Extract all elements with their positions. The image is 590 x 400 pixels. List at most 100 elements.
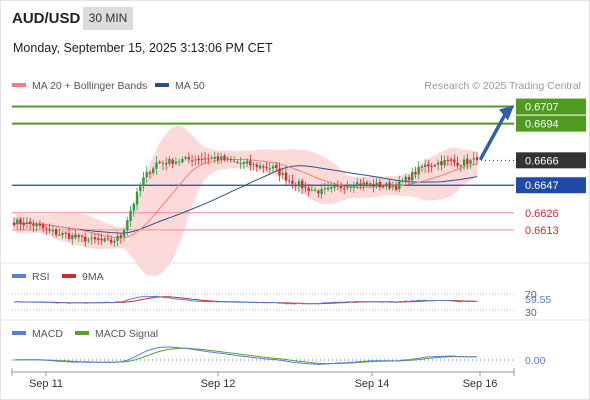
- ma50-line: [13, 165, 478, 234]
- candle-body: [365, 182, 369, 185]
- candle-body: [194, 159, 197, 161]
- candle-body: [472, 158, 475, 160]
- candle-body: [139, 186, 142, 192]
- candle-body: [35, 224, 38, 227]
- candle-body: [446, 159, 450, 161]
- candle-body: [236, 161, 239, 163]
- rsi-70-label: 70: [525, 289, 537, 301]
- legend-rsi: RSI: [12, 271, 50, 283]
- candle-body: [449, 159, 453, 161]
- candle-body: [359, 183, 362, 186]
- candle-body: [278, 168, 281, 176]
- candle-body: [38, 223, 42, 226]
- candle-body: [51, 230, 55, 232]
- candle-body: [164, 163, 168, 165]
- support-level-label: 0.6626: [525, 208, 559, 220]
- candle-body: [129, 210, 132, 222]
- macd-line: [13, 346, 478, 365]
- candle-body: [87, 239, 90, 241]
- ma20-label: MA 20 + Bollinger Bands: [32, 80, 148, 92]
- pivot-label-box: [516, 177, 586, 194]
- chart-header: AUD/USD 30 MIN Monday, September 15, 202…: [0, 0, 590, 70]
- candle-body: [401, 180, 404, 182]
- candle-body: [190, 160, 194, 162]
- candle-body: [469, 160, 472, 164]
- candle-body: [12, 222, 16, 226]
- candle-body: [275, 164, 278, 169]
- bollinger-band-area: [14, 126, 477, 276]
- candle-body: [372, 183, 375, 187]
- candle-body: [80, 235, 84, 237]
- candle-body: [200, 158, 203, 160]
- x-axis-tick-label: Sep 14: [355, 378, 390, 390]
- x-axis-tick-label: Sep 11: [29, 378, 63, 390]
- candle-body: [58, 234, 61, 236]
- candle-body: [268, 168, 271, 170]
- macd-value-label: 0.00: [525, 355, 546, 367]
- x-axis-tick-label: Sep 16: [463, 378, 498, 390]
- support-level-label: 0.6613: [525, 225, 559, 237]
- candle-body: [174, 161, 178, 164]
- candle-body: [145, 172, 148, 178]
- candle-body: [281, 173, 284, 176]
- candle-body: [262, 166, 265, 168]
- candle-body: [265, 167, 268, 169]
- candle-body: [417, 167, 420, 175]
- candle-body: [362, 182, 365, 187]
- candle-body: [388, 182, 391, 189]
- candle-body: [407, 176, 411, 181]
- candle-body: [352, 185, 356, 187]
- candle-body: [32, 224, 35, 226]
- candle-body: [326, 187, 330, 190]
- candle-body: [258, 165, 262, 169]
- candle-body: [161, 162, 165, 164]
- candle-body: [187, 157, 191, 160]
- ma20-swatch: [12, 83, 26, 88]
- candle-body: [25, 222, 29, 224]
- candle-body: [420, 166, 424, 168]
- candle-body: [343, 188, 346, 190]
- candle-body: [28, 221, 32, 224]
- legend-macd-signal: MACD Signal: [75, 328, 158, 340]
- datetime-label: Monday, September 15, 2025 3:13:06 PM CE…: [13, 41, 273, 55]
- candle-body: [404, 176, 407, 182]
- candle-body: [291, 180, 294, 184]
- candle-body: [249, 160, 252, 166]
- candle-body: [122, 229, 126, 237]
- candle-body: [385, 183, 388, 187]
- candle-body: [229, 159, 233, 161]
- candle-body: [210, 157, 213, 159]
- macd-swatch: [12, 331, 26, 336]
- candle-body: [135, 191, 139, 205]
- candle-body: [423, 164, 427, 168]
- candle-body: [103, 238, 106, 242]
- candle-body: [288, 180, 291, 182]
- candle-body: [90, 237, 93, 239]
- candle-body: [271, 166, 275, 169]
- candle-body: [226, 157, 229, 159]
- legend-ma20-bb: MA 20 + Bollinger Bands: [12, 80, 147, 92]
- candle-body: [155, 162, 158, 169]
- candle-body: [394, 185, 398, 190]
- candle-body: [381, 186, 385, 188]
- rsi-ma-swatch: [62, 274, 76, 279]
- candle-body: [84, 236, 87, 242]
- candle-body: [323, 188, 327, 190]
- candle-body: [475, 157, 479, 161]
- candle-body: [333, 185, 336, 188]
- candle-body: [411, 172, 414, 181]
- candle-body: [177, 161, 181, 163]
- candle-body: [74, 234, 77, 238]
- candle-body: [304, 186, 307, 188]
- candle-body: [339, 186, 343, 189]
- candle-body: [456, 162, 459, 166]
- candle-body: [41, 224, 45, 229]
- legend-ma50: MA 50: [155, 80, 205, 92]
- candle-body: [436, 162, 440, 165]
- timeframe-button[interactable]: 30 MIN: [83, 7, 133, 30]
- rsi-line: [13, 295, 478, 305]
- candle-body: [109, 239, 113, 243]
- candle-body: [171, 159, 174, 165]
- last-label-box: [516, 152, 586, 169]
